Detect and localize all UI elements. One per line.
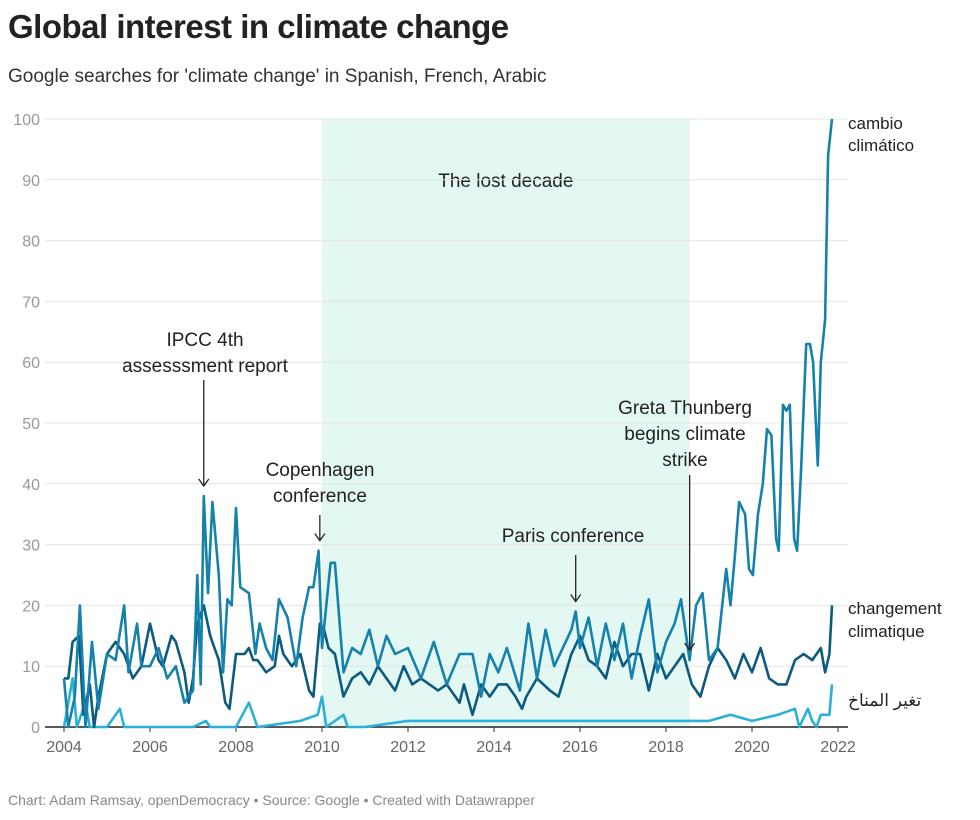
x-tick-label: 2022 [820, 739, 856, 756]
series-label: climático [848, 136, 914, 155]
series-label: changement [848, 599, 942, 618]
x-tick-label: 2016 [562, 739, 598, 756]
y-tick-label: 10 [22, 659, 40, 676]
y-tick-label: 100 [13, 112, 40, 129]
arrowhead-icon [198, 478, 210, 488]
x-tick-label: 2010 [304, 739, 340, 756]
annotation-text: assesssment report [122, 356, 289, 377]
series-line [64, 604, 834, 729]
annotation-text: IPCC 4th [166, 330, 243, 351]
y-tick-label: 20 [22, 598, 40, 615]
series-label: تغير المناخ [848, 691, 921, 711]
y-tick-label: 0 [31, 720, 40, 737]
x-tick-label: 2018 [648, 739, 684, 756]
arrowhead-icon [570, 594, 582, 603]
x-tick-label: 2020 [734, 739, 770, 756]
y-tick-label: 40 [22, 477, 40, 494]
line-chart: The lost decade 0 10 20 30 40 50 60 70 80 90 100 200… [13, 112, 942, 756]
x-tick-label: 2004 [46, 739, 82, 756]
y-tick-label: 90 [22, 173, 40, 190]
x-tick-label: 2006 [132, 739, 168, 756]
x-tick-label: 2014 [476, 739, 512, 756]
y-tick-label: 50 [22, 416, 40, 433]
chart-title: Global interest in climate change [8, 8, 509, 45]
y-tick-label: 70 [22, 294, 40, 311]
series-label: climatique [848, 622, 925, 641]
shaded-region-label: The lost decade [438, 171, 573, 192]
series-label: cambio [848, 114, 903, 133]
annotation-text: Greta Thunberg [618, 398, 752, 419]
y-tick-label: 80 [22, 234, 40, 251]
x-tick-label: 2012 [390, 739, 426, 756]
annotation-text: begins climate [624, 424, 745, 445]
annotation-text: Paris conference [502, 526, 645, 547]
y-tick-label: 60 [22, 355, 40, 372]
annotation-text: conference [273, 486, 367, 507]
chart-subtitle: Google searches for 'climate change' in … [8, 66, 547, 87]
arrowhead-icon [684, 642, 696, 652]
x-tick-label: 2008 [218, 739, 254, 756]
annotation-text: Copenhagen [266, 460, 375, 481]
y-tick-label: 30 [22, 538, 40, 555]
series-line [62, 677, 834, 729]
series-line [62, 118, 834, 729]
chart-footer: Chart: Adam Ramsay, openDemocracy • Sour… [8, 792, 536, 808]
arrowhead-icon [314, 533, 326, 542]
annotation-text: strike [662, 450, 707, 471]
